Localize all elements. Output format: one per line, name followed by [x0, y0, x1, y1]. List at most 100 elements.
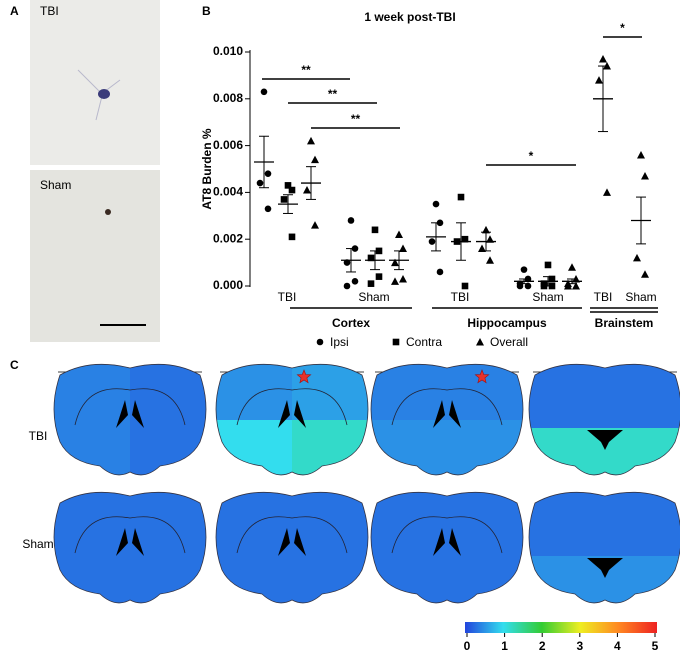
chart-title: 1 week post-TBI [364, 10, 455, 24]
point [432, 200, 440, 208]
heat-region [605, 364, 680, 428]
brain-outline [528, 363, 680, 476]
heat-region [605, 492, 680, 556]
heat-region [371, 420, 447, 475]
legend-marker [316, 338, 324, 346]
heat-region [447, 364, 523, 420]
point [595, 76, 603, 84]
heat-region [371, 548, 447, 603]
heat-region [292, 420, 368, 475]
image-label: TBI [40, 4, 59, 18]
micrograph [30, 0, 160, 165]
heat-region [54, 364, 130, 420]
point [637, 150, 645, 159]
point [572, 282, 580, 290]
point [343, 259, 351, 266]
significance-label: ** [301, 63, 311, 77]
point [371, 226, 379, 234]
ventricle [278, 400, 306, 428]
image-label: Sham [40, 178, 71, 192]
brain [54, 364, 206, 475]
tract [391, 388, 503, 426]
point [436, 268, 444, 276]
heat-region [292, 548, 368, 603]
point [641, 270, 649, 278]
significance-label: ** [351, 112, 361, 126]
colorbar [465, 622, 657, 633]
panel-label: C [10, 358, 19, 372]
point [520, 266, 528, 273]
point [280, 196, 288, 203]
ventricle [587, 558, 623, 578]
point [343, 282, 351, 290]
brain [371, 492, 523, 603]
brain [54, 492, 206, 603]
point [391, 277, 399, 285]
tract [391, 516, 503, 554]
colorbar-label: 4 [614, 639, 621, 653]
heat-region [447, 548, 523, 603]
cell [105, 209, 111, 215]
heat-region [216, 364, 292, 420]
x-tick-label: TBI [451, 290, 470, 304]
heat-region [605, 428, 680, 475]
heat-region [529, 492, 605, 556]
heat-region [130, 420, 206, 475]
colorbar-label: 3 [576, 639, 583, 653]
region-label: Cortex [332, 316, 370, 330]
point [603, 188, 611, 196]
heat-region [216, 420, 292, 475]
brain-outline [528, 491, 680, 604]
y-axis-label: AT8 Burden % [200, 128, 214, 209]
point [367, 280, 375, 287]
heat-region [130, 548, 206, 603]
point [428, 238, 436, 245]
point [461, 235, 469, 243]
point [288, 186, 296, 194]
point [288, 233, 296, 241]
brain [371, 364, 523, 475]
point [641, 172, 649, 180]
heat-region [447, 420, 523, 475]
colorbar-label: 1 [501, 639, 508, 653]
colorbar-label: 0 [464, 639, 471, 653]
heat-region [371, 492, 447, 548]
point [375, 273, 383, 280]
point [264, 170, 272, 177]
injury-site [474, 369, 490, 384]
panel-label: A [10, 4, 19, 18]
tract [74, 516, 186, 554]
x-tick-label: Sham [358, 290, 389, 304]
tract [236, 388, 348, 426]
heat-region [54, 420, 130, 475]
point [482, 225, 490, 234]
significance-label: * [620, 21, 625, 35]
neuron [98, 89, 110, 99]
point [461, 282, 469, 290]
heat-region [54, 492, 130, 548]
legend-label: Contra [406, 335, 442, 349]
point [311, 221, 319, 229]
y-tick-label: 0.004 [213, 185, 243, 199]
point [599, 55, 607, 63]
heat-region [54, 548, 130, 603]
ventricle [278, 528, 306, 556]
heat-region [292, 492, 368, 548]
x-tick-label: TBI [278, 290, 297, 304]
x-tick-label: TBI [594, 290, 613, 304]
significance-label: * [529, 149, 534, 163]
heat-region [292, 364, 368, 420]
colorbar-label: 5 [652, 639, 659, 653]
point [351, 278, 359, 285]
y-tick-label: 0.010 [213, 44, 243, 58]
heat-region [371, 364, 447, 420]
legend-label: Ipsi [330, 335, 349, 349]
point [548, 275, 556, 283]
legend-marker [476, 338, 484, 346]
region-label: Hippocampus [467, 316, 547, 330]
brain-outline [370, 491, 524, 604]
injury-site [296, 369, 312, 384]
point [303, 186, 311, 194]
heat-region [605, 556, 680, 603]
